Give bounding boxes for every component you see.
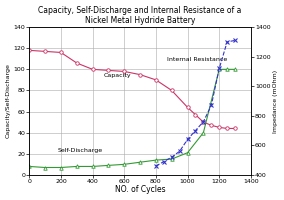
Text: Internal Resistance: Internal Resistance	[167, 57, 227, 62]
X-axis label: NO. of Cycles: NO. of Cycles	[115, 185, 165, 194]
Title: Capacity, Self-Discharge and Internal Resistance of a
Nickel Metal Hydride Batte: Capacity, Self-Discharge and Internal Re…	[38, 6, 242, 25]
Y-axis label: Capacity/Self-Discharge: Capacity/Self-Discharge	[6, 64, 11, 138]
Text: Capacity: Capacity	[104, 73, 131, 78]
Text: Self-Discharge: Self-Discharge	[58, 148, 103, 153]
Y-axis label: Impedance (mOhm): Impedance (mOhm)	[273, 69, 278, 133]
